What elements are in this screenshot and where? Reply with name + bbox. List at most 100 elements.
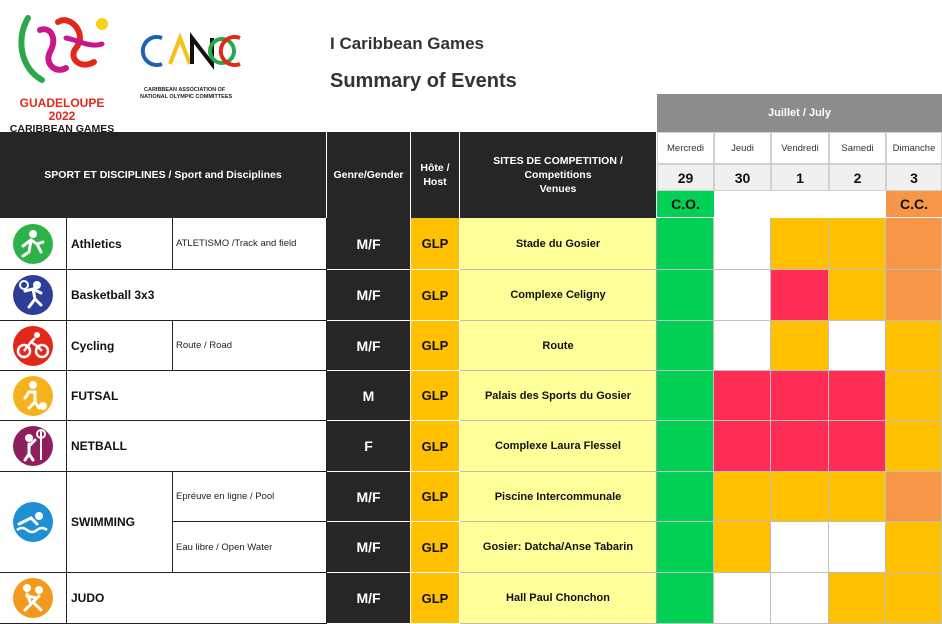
basketball-icon	[13, 275, 53, 315]
canoc-logo: CARIBBEAN ASSOCIATION OF NATIONAL OLYMPI…	[140, 26, 250, 106]
venue-cell: Stade du Gosier	[460, 218, 657, 270]
schedule-cell	[657, 421, 714, 472]
netball-icon	[13, 426, 53, 466]
day-number-1: 29	[657, 164, 714, 191]
schedule-cell	[829, 321, 886, 371]
schedule-cell	[714, 522, 771, 573]
schedule-cell	[657, 573, 714, 624]
schedule-cell	[771, 371, 829, 421]
schedule-cell	[657, 270, 714, 321]
ceremony-blank	[714, 191, 886, 217]
host-cell: GLP	[411, 218, 460, 270]
assoc-name-line2: NATIONAL OLYMPIC COMMITTEES	[140, 94, 233, 100]
day-name-3: Vendredi	[771, 132, 829, 164]
discipline-name: Epréuve en ligne / Pool	[173, 472, 327, 522]
schedule-cell	[886, 218, 942, 270]
schedule-cell	[829, 472, 886, 522]
host-cell: GLP	[411, 573, 460, 624]
sport-icon-cell	[0, 421, 67, 472]
day-number-5: 3	[886, 164, 942, 191]
schedule-cell	[886, 573, 942, 624]
gender-cell: M/F	[327, 270, 411, 321]
schedule-cell	[657, 321, 714, 371]
cycling-icon	[13, 325, 53, 366]
guadeloupe-2022-logo: GUADELOUPE 2022 CARIBBEAN GAMES	[6, 8, 124, 135]
day-number-4: 2	[829, 164, 886, 191]
futsal-icon	[13, 375, 53, 416]
host-cell: GLP	[411, 270, 460, 321]
gender-cell: M/F	[327, 472, 411, 522]
sport-icon-cell	[0, 371, 67, 421]
schedule-cell	[714, 371, 771, 421]
header-month: Juillet / July	[657, 94, 942, 132]
schedule-cell	[886, 472, 942, 522]
header-venue: SITES DE COMPETITION / Competitions Venu…	[460, 132, 657, 218]
sport-name: Cycling	[67, 321, 173, 371]
schedule-cell	[771, 573, 829, 624]
schedule-cell	[886, 371, 942, 421]
schedule-cell	[657, 218, 714, 270]
sport-name: FUTSAL	[67, 371, 327, 421]
day-name-5: Dimanche	[886, 132, 942, 164]
sport-name: Basketball 3x3	[67, 270, 327, 321]
schedule-cell	[771, 522, 829, 573]
games-logo-line1: GUADELOUPE 2022	[19, 96, 105, 123]
day-number-2: 30	[714, 164, 771, 191]
swimming-icon	[13, 502, 53, 542]
sport-name: NETBALL	[67, 421, 327, 472]
host-cell: GLP	[411, 522, 460, 573]
host-cell: GLP	[411, 321, 460, 371]
schedule-cell	[886, 522, 942, 573]
gender-cell: M/F	[327, 321, 411, 371]
sport-icon-cell	[0, 472, 67, 573]
day-name-2: Jeudi	[714, 132, 771, 164]
gender-cell: M/F	[327, 522, 411, 573]
venue-cell: Complexe Laura Flessel	[460, 421, 657, 472]
schedule-cell	[771, 421, 829, 472]
header-gender: Genre/Gender	[327, 132, 411, 218]
schedule-cell	[771, 472, 829, 522]
schedule-cell	[714, 218, 771, 270]
day-name-4: Samedi	[829, 132, 886, 164]
sport-icon-cell	[0, 270, 67, 321]
canoc-rings-icon	[140, 32, 241, 70]
page-title: I Caribbean Games	[330, 34, 485, 53]
schedule-cell	[714, 573, 771, 624]
sport-name: Athletics	[67, 218, 173, 270]
sport-icon-cell	[0, 321, 67, 371]
host-cell: GLP	[411, 472, 460, 522]
schedule-cell	[657, 371, 714, 421]
gender-cell: F	[327, 421, 411, 472]
schedule-cell	[771, 218, 829, 270]
venue-cell: Gosier: Datcha/Anse Tabarin	[460, 522, 657, 573]
header-host-line1: Hôte /	[420, 162, 450, 174]
schedule-cell	[714, 321, 771, 371]
schedule-cell	[829, 522, 886, 573]
day-name-1: Mercredi	[657, 132, 714, 164]
host-cell: GLP	[411, 421, 460, 472]
schedule-cell	[886, 421, 942, 472]
venue-cell: Piscine Intercommunale	[460, 472, 657, 522]
header-host: Hôte / Host	[411, 132, 460, 218]
schedule-cell	[657, 472, 714, 522]
venue-cell: Route	[460, 321, 657, 371]
header-host-line2: Host	[423, 176, 447, 188]
header-sport: SPORT ET DISCIPLINES / Sport and Discipl…	[0, 132, 327, 218]
games-emblem-icon	[18, 15, 108, 83]
header-venue-line2: Venues	[539, 183, 577, 195]
discipline-name: ATLETISMO /Track and field	[173, 218, 327, 270]
schedule-cell	[829, 218, 886, 270]
schedule-cell	[829, 573, 886, 624]
schedule-cell	[657, 522, 714, 573]
schedule-cell	[714, 270, 771, 321]
schedule-cell	[886, 270, 942, 321]
schedule-cell	[829, 270, 886, 321]
sport-icon-cell	[0, 573, 67, 624]
day-number-3: 1	[771, 164, 829, 191]
venue-cell: Hall Paul Chonchon	[460, 573, 657, 624]
judo-icon	[13, 578, 53, 618]
sport-name: SWIMMING	[67, 472, 173, 573]
host-cell: GLP	[411, 371, 460, 421]
sport-name: JUDO	[67, 573, 327, 624]
venue-cell: Complexe Celigny	[460, 270, 657, 321]
